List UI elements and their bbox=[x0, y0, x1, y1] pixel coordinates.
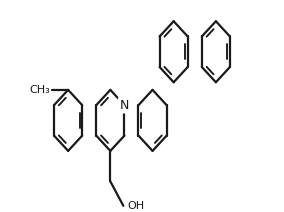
Text: N: N bbox=[120, 99, 129, 112]
Text: CH₃: CH₃ bbox=[29, 85, 50, 95]
Text: OH: OH bbox=[128, 201, 145, 211]
